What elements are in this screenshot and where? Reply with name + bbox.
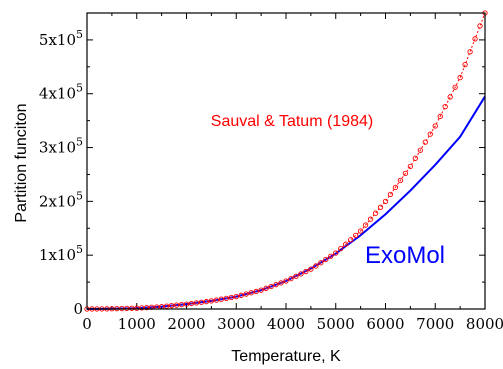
sauval-tatum-marker	[258, 287, 264, 293]
sauval-tatum-marker	[293, 273, 299, 279]
x-tick-label: 7000	[416, 315, 454, 333]
sauval-tatum-marker	[183, 301, 190, 307]
sauval-tatum-marker	[218, 296, 224, 302]
sauval-tatum-marker	[352, 232, 359, 239]
sauval-tatum-marker	[427, 131, 433, 137]
annotation-exomol: ExoMol	[365, 242, 445, 269]
sauval-tatum-marker	[129, 305, 135, 311]
sauval-tatum-marker	[333, 250, 339, 256]
sauval-tatum-marker	[308, 266, 314, 272]
sauval-tatum-marker	[323, 256, 329, 263]
sauval-tatum-marker	[412, 155, 418, 161]
sauval-tatum-marker	[457, 74, 463, 81]
sauval-tatum-marker	[253, 288, 259, 295]
sauval-tatum-marker	[328, 253, 334, 259]
sauval-tatum-marker	[462, 62, 468, 68]
sauval-tatum-marker	[263, 285, 269, 291]
x-tick-label: 0	[82, 315, 92, 333]
sauval-tatum-marker	[168, 303, 175, 309]
x-tick-label: 3000	[217, 315, 255, 333]
sauval-tatum-marker	[188, 300, 195, 307]
sauval-tatum-marker	[397, 177, 404, 184]
sauval-tatum-marker	[362, 222, 369, 228]
sauval-tatum-marker	[467, 49, 473, 55]
sauval-tatum-marker	[228, 294, 234, 301]
x-tick-label: 2000	[167, 315, 205, 333]
sauval-tatum-marker	[372, 210, 379, 216]
sauval-tatum-marker	[288, 275, 294, 282]
sauval-tatum-marker	[163, 303, 170, 309]
sauval-tatum-marker	[298, 271, 304, 277]
x-tick-label: 5000	[317, 315, 355, 333]
x-tick-label: 4000	[267, 315, 305, 333]
sauval-tatum-marker	[338, 245, 344, 252]
sauval-tatum-marker	[248, 290, 254, 296]
sauval-tatum-marker	[139, 305, 145, 311]
x-tick-label: 8000	[466, 315, 503, 333]
y-tick-label: 4x105	[39, 82, 83, 103]
sauval-tatum-marker	[402, 170, 409, 177]
y-tick-label: 0	[73, 300, 83, 318]
sauval-tatum-marker	[348, 237, 354, 243]
sauval-tatum-marker	[313, 263, 319, 269]
sauval-tatum-marker	[273, 282, 279, 288]
sauval-tatum-marker	[417, 147, 423, 153]
sauval-tatum-marker	[477, 23, 483, 29]
sauval-tatum-marker	[407, 163, 414, 170]
y-axis-title: Partition funciton	[13, 103, 30, 222]
sauval-tatum-marker	[243, 291, 249, 297]
tick-labels: 0 1000 2000 3000 4000 5000 6000 7000 8000 0 1x105 2…	[39, 28, 503, 333]
sauval-tatum-marker	[208, 298, 215, 304]
sauval-tatum-marker	[432, 123, 438, 129]
sauval-tatum-marker	[343, 241, 349, 247]
sauval-tatum-marker	[452, 84, 458, 90]
sauval-tatum-marker	[447, 94, 453, 100]
x-tick-label: 1000	[118, 315, 156, 333]
sauval-tatum-marker	[357, 228, 364, 234]
sauval-tatum-marker	[472, 36, 478, 42]
sauval-tatum-marker	[377, 204, 384, 210]
sauval-tatum-marker	[392, 184, 399, 191]
sauval-tatum-marker	[198, 299, 205, 305]
sauval-tatum-marker	[437, 113, 443, 119]
sauval-tatum-marker	[303, 268, 309, 275]
y-tick-label: 5x105	[39, 28, 83, 49]
sauval-tatum-marker	[134, 305, 140, 311]
annotation-sauval-tatum: Sauval & Tatum (1984)	[211, 113, 373, 130]
sauval-tatum-marker	[173, 302, 180, 308]
x-tick-label: 6000	[366, 315, 404, 333]
sauval-tatum-marker	[283, 278, 289, 284]
y-tick-label: 3x105	[39, 136, 83, 157]
sauval-tatum-marker	[318, 260, 324, 266]
sauval-tatum-marker	[422, 139, 428, 145]
plot-frame	[86, 12, 486, 310]
sauval-tatum-marker	[144, 304, 150, 311]
sauval-tatum-marker	[382, 198, 389, 205]
sauval-tatum-marker	[193, 300, 200, 306]
sauval-tatum-marker	[238, 292, 244, 298]
sauval-tatum-marker	[203, 298, 210, 305]
sauval-tatum-marker	[178, 302, 185, 308]
sauval-tatum-marker	[213, 297, 220, 303]
sauval-tatum-marker	[268, 283, 274, 290]
sauval-tatum-marker	[223, 295, 229, 301]
y-tick-label: 1x105	[39, 243, 83, 264]
sauval-tatum-marker	[233, 293, 239, 300]
exomol-series-line	[86, 95, 486, 310]
sauval-tatum-marker	[278, 280, 284, 286]
sauval-tatum-marker	[442, 103, 448, 110]
y-tick-label: 2x105	[39, 189, 83, 210]
x-axis-title: Temperature, K	[231, 348, 341, 365]
sauval-tatum-marker	[387, 191, 394, 198]
sauval-tatum-marker	[367, 216, 374, 222]
plot-series	[84, 10, 488, 312]
